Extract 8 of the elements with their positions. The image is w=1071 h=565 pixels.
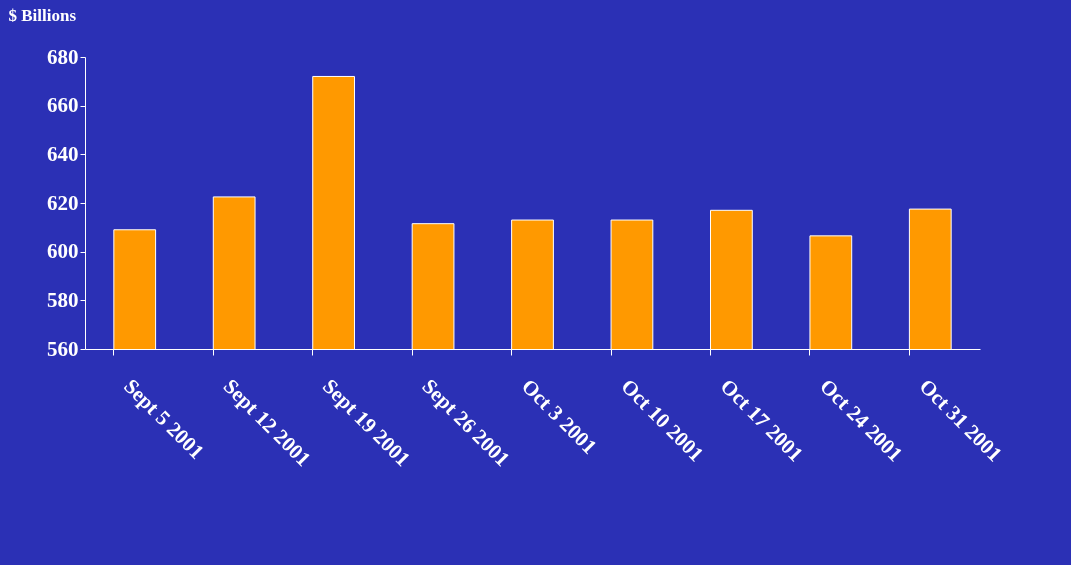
y-tick-label: 620 [47,190,79,215]
y-tick-label: 660 [47,93,79,118]
y-tick-label: 580 [47,287,79,312]
y-tick-label: 680 [47,44,79,69]
y-tick-label: 640 [47,141,79,166]
y-tick-label: 560 [47,336,79,361]
y-axis-title: $ Billions [8,5,77,25]
y-tick-label: 600 [47,239,79,264]
